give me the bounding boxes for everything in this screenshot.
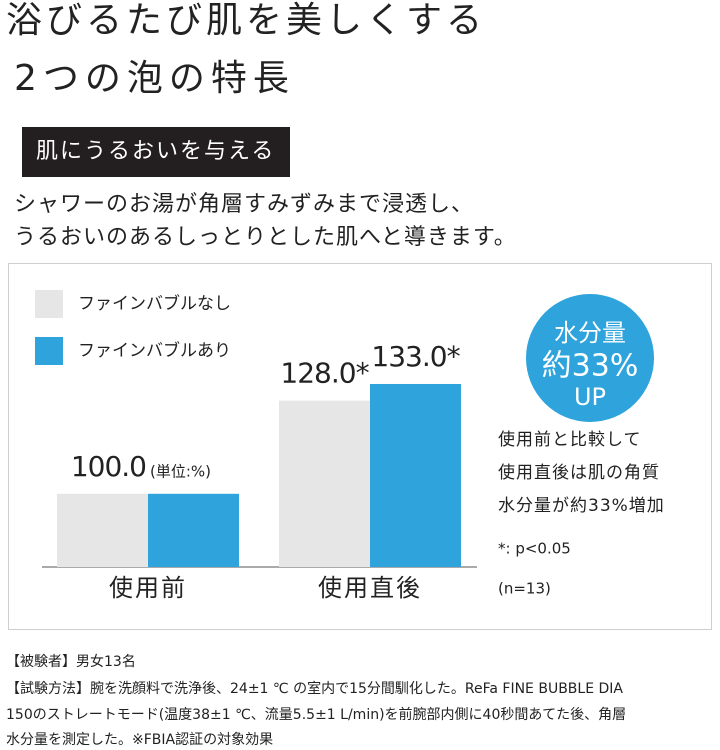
bar <box>279 400 370 567</box>
unit-note: (単位:%) <box>150 463 211 481</box>
legend-label: ファインバブルなし <box>78 293 231 314</box>
x-tick-label: 使用直後 <box>318 574 422 602</box>
value-label: 133.0* <box>371 340 460 373</box>
badge-circle <box>526 294 654 422</box>
x-tick-label: 使用前 <box>109 574 187 602</box>
description-line: うるおいのあるしっとりとした肌へと導きます。 <box>14 225 517 250</box>
note: 使用前と比較して <box>498 429 642 450</box>
footnote: 【試験方法】腕を洗顔料で洗浄後、24±1 ℃ の室内で15分間馴化した。ReFa… <box>6 680 623 697</box>
note: 水分量が約33%増加 <box>498 496 665 516</box>
value-label: 100.0 <box>71 450 146 483</box>
badge-text: 約33% <box>542 349 639 384</box>
description-line: シャワーのお湯が角層すみずみまで浸透し、 <box>14 192 474 217</box>
bar <box>370 383 461 567</box>
heading-box <box>22 127 290 177</box>
bar <box>57 493 148 567</box>
heading: 肌にうるおいを与える <box>36 139 275 164</box>
note: 使用直後は肌の角質 <box>498 462 660 483</box>
footnote: 【被験者】男女13名 <box>6 653 136 670</box>
legend-swatch <box>35 337 63 365</box>
sample-size: (n=13) <box>498 580 551 598</box>
significance: *: p<0.05 <box>498 540 571 558</box>
title-line: 2つの泡の特長 <box>14 58 295 99</box>
legend-swatch <box>35 290 63 318</box>
footnote: 150のストレートモード(温度38±1 ℃、流量5.5±1 L/min)を前腕部… <box>6 706 626 723</box>
chart-frame <box>8 263 712 630</box>
badge-text: UP <box>574 383 606 411</box>
legend-label: ファインバブルあり <box>78 340 231 361</box>
value-label: 128.0* <box>280 357 369 390</box>
badge-text: 水分量 <box>554 319 626 347</box>
footnote: 水分量を測定した。※FBIA認証の対象効果 <box>6 732 273 748</box>
title-line: 浴びるたび肌を美しくする <box>6 0 486 41</box>
bar <box>148 493 239 567</box>
